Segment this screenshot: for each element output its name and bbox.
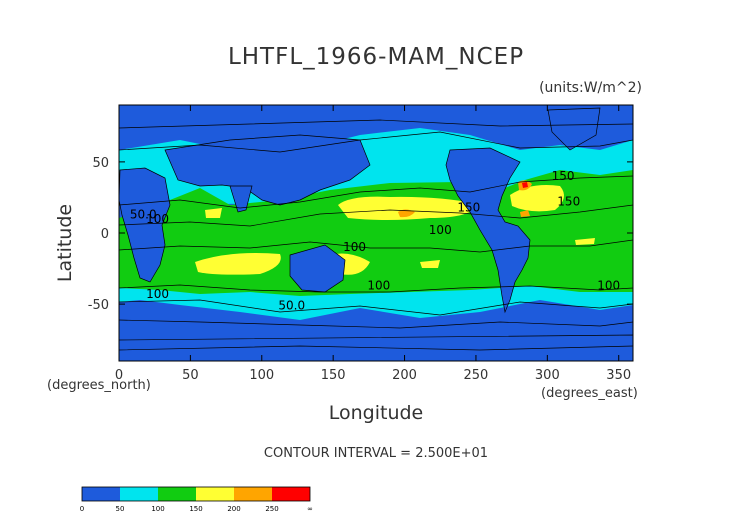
heatmap-band-red-gulf (522, 182, 528, 188)
x-tick-label: 0 (115, 368, 123, 383)
colorbar-frame (81, 486, 311, 502)
land-americas (445, 147, 531, 314)
colorbar-label: 150 (189, 505, 202, 513)
contour-label: 100 (146, 287, 169, 301)
contour-label: 100 (597, 279, 620, 293)
contour-label: 50.0 (130, 208, 157, 222)
colorbar-swatch (272, 487, 310, 501)
contour-label: 100 (429, 223, 452, 237)
contour-label: 150 (552, 169, 575, 183)
heatmap-band-yellow-spac (195, 253, 281, 275)
colorbar-swatch (82, 487, 120, 501)
land-asia (164, 134, 371, 206)
y-tick-label: 50 (92, 156, 109, 171)
heatmap-band-yellow-sep (420, 260, 440, 268)
x-tick-label: 50 (182, 368, 199, 383)
x-tick-label: 300 (535, 368, 560, 383)
land-india (229, 185, 253, 213)
colorbar-swatch (158, 487, 196, 501)
colorbar-label: 100 (151, 505, 164, 513)
tick-layer: 0 50 100 150 200 250 300 350 -50 0 50 (88, 105, 633, 383)
chart-title: LHTFL_1966-MAM_NCEP (227, 44, 525, 70)
contour-label: 150 (557, 195, 580, 209)
units-label: (units:W/m^2) (539, 80, 642, 96)
y-tick-label: -50 (88, 298, 109, 313)
colorbar-swatch (120, 487, 158, 501)
contour-label: 150 (457, 200, 480, 214)
y-tick-label: 0 (101, 227, 109, 242)
colorbar-label: 50 (116, 505, 125, 513)
x-tick-label: 200 (392, 368, 417, 383)
contour-lines (119, 119, 633, 351)
land-australia (289, 244, 346, 293)
land-greenland (547, 107, 601, 151)
heatmap-band-yellow-natl (510, 185, 564, 212)
x-unit-label-2: (degrees_east) (541, 386, 638, 401)
contour-label: 100 (146, 212, 169, 226)
x-tick-label: 100 (249, 368, 274, 383)
contour-label: 100 (367, 279, 390, 293)
x-tick-label: 150 (321, 368, 346, 383)
land-africa-europe (119, 167, 171, 283)
x-axis-label: Longitude (328, 402, 424, 424)
x-unit-label: (degrees_north) (47, 378, 151, 393)
colorbar: 0 50 100 150 200 250 ∞ (80, 486, 313, 513)
colorbar-swatch (234, 487, 272, 501)
contour-interval-label: CONTOUR INTERVAL = 2.500E+01 (263, 446, 489, 461)
colorbar-label: ∞ (307, 505, 313, 513)
x-tick-label: 250 (464, 368, 489, 383)
contour-label: 50.0 (278, 299, 305, 313)
heatmap-band-orange-npac (398, 209, 415, 218)
heatmap-band-orange-carib (520, 210, 530, 217)
heatmap-band-yellow-sat (575, 238, 595, 245)
x-tick-label: 350 (606, 368, 631, 383)
colorbar-label: 0 (80, 505, 84, 513)
colorbar-label: 200 (227, 505, 240, 513)
heatmap-band-yellow-io (205, 208, 222, 218)
contour-label: 100 (343, 240, 366, 254)
colorbar-label: 250 (265, 505, 278, 513)
colorbar-swatch (196, 487, 234, 501)
heatmap-band-yellow-npac (338, 196, 478, 220)
